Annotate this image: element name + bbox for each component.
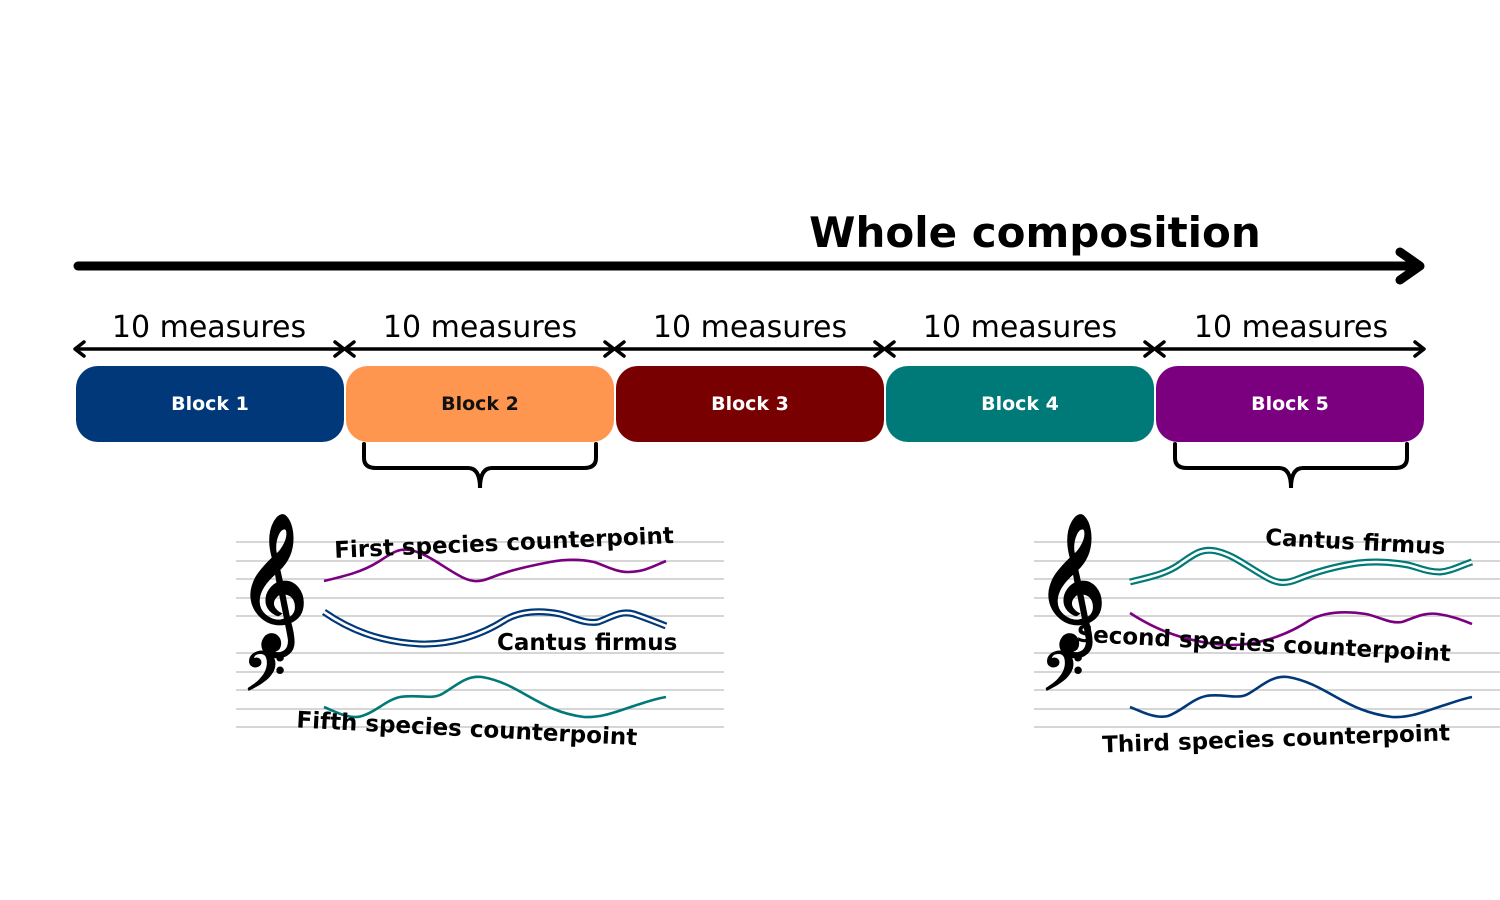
block-1-label: Block 1 [171,393,249,415]
block-4-label: Block 4 [981,393,1059,415]
bass-clef-icon: 𝄢 [1042,642,1083,716]
measure-span-5 [1153,340,1426,358]
measure-label-5: 10 measures [1193,310,1389,345]
treble-clef-icon: 𝄞 [238,512,308,658]
melody-cantus-firmus-right [1129,546,1474,586]
label-fifth-species: Fifth species counterpoint [296,707,638,751]
detail-left: 𝄞 𝄢 First species counterpoint Cantus fi… [236,512,724,751]
block-5: Block 5 [1156,366,1424,442]
label-cantus-firmus-right: Cantus firmus [1265,525,1446,560]
diagram-title: Whole composition [809,208,1261,257]
label-cantus-firmus-left: Cantus firmus [497,630,677,656]
block-5-label: Block 5 [1251,393,1329,415]
melody-fifth-species [323,675,667,719]
treble-clef-icon: 𝄞 [1036,512,1106,658]
block-3: Block 3 [616,366,884,442]
block-2: Block 2 [346,366,614,442]
block-1: Block 1 [76,366,344,442]
measure-span-arrows [73,340,1426,358]
label-third-species: Third species counterpoint [1102,720,1451,758]
measure-label-4: 10 measures [922,310,1118,345]
label-first-species: First species counterpoint [334,523,675,564]
melody-second-species [1129,610,1473,647]
melody-cantus-firmus-left [322,608,668,648]
measure-label-2: 10 measures [382,310,578,345]
measure-label-1: 10 measures [111,310,307,345]
melody-third-species [1129,675,1473,719]
brace-block-5 [1173,442,1409,489]
detail-right: 𝄞 𝄢 Cantus firmus Second species counter… [1034,512,1500,758]
brace-block-2 [362,442,598,489]
timeline-arrow-head [1395,247,1425,285]
block-2-label: Block 2 [441,393,519,415]
block-3-label: Block 3 [711,393,789,415]
measure-label-3: 10 measures [652,310,848,345]
bass-clef-icon: 𝄢 [244,642,285,716]
label-second-species: Second species counterpoint [1076,622,1452,668]
block-4: Block 4 [886,366,1154,442]
melody-first-species [323,548,667,583]
